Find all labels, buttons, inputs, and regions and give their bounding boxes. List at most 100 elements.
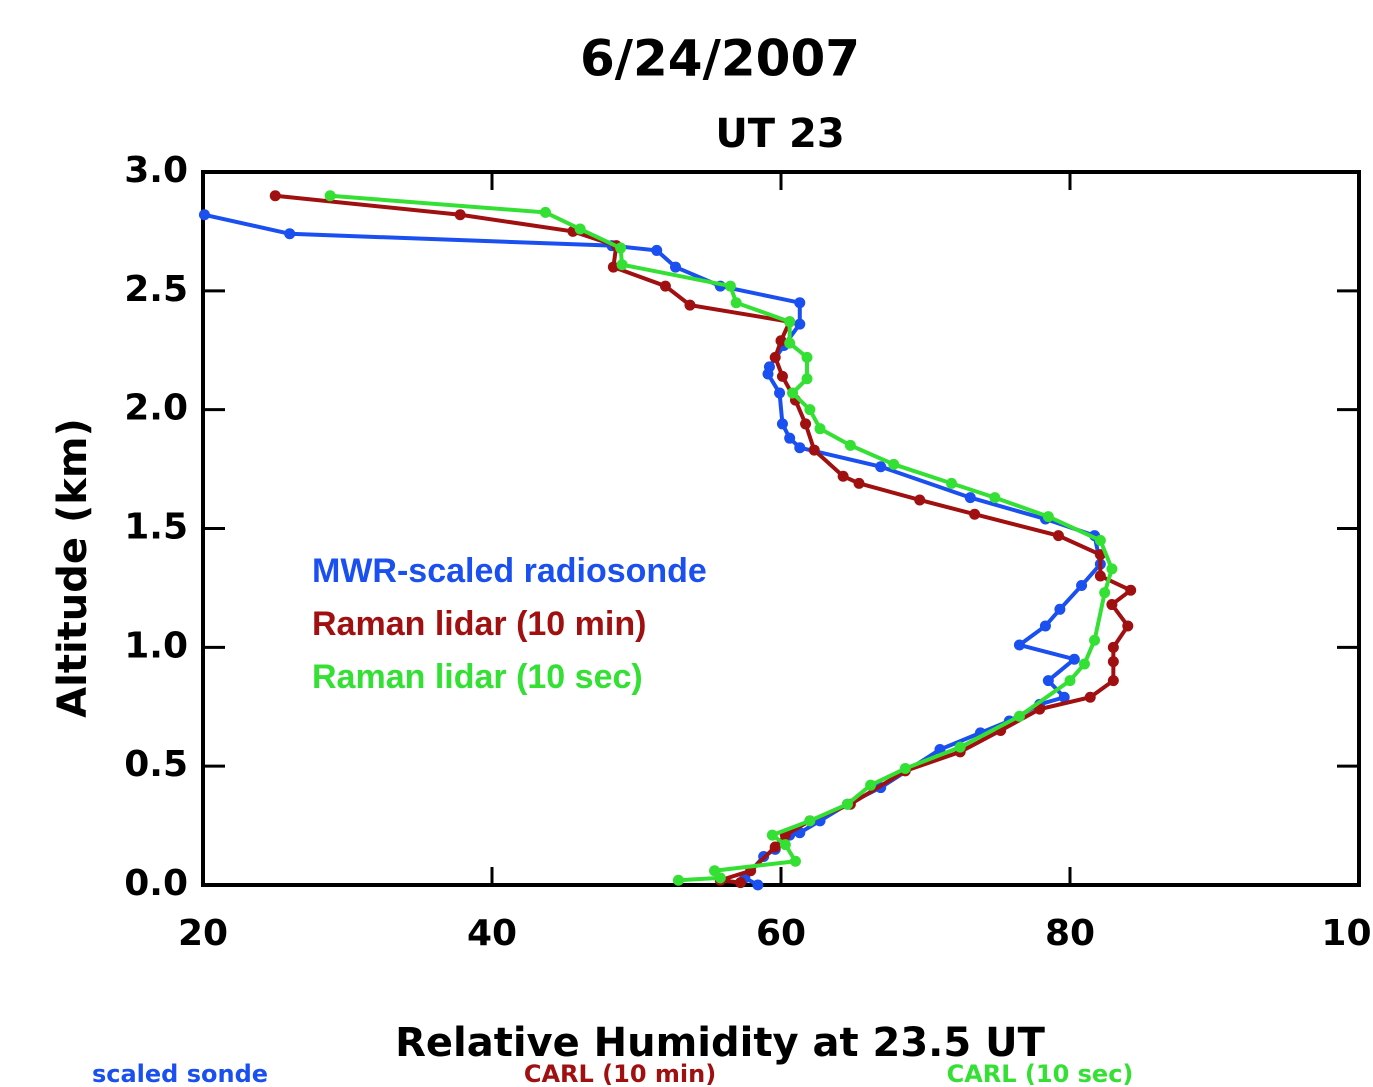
data-point xyxy=(853,477,865,489)
footer-label: scaled sonde xyxy=(92,1060,268,1087)
data-point xyxy=(198,209,210,221)
y-tick-label: 1.0 xyxy=(124,625,188,666)
data-point xyxy=(324,190,336,202)
y-tick-label: 1.5 xyxy=(124,507,188,548)
data-point xyxy=(875,461,887,473)
data-point xyxy=(1068,653,1080,665)
data-point xyxy=(1064,675,1076,687)
data-point xyxy=(1042,511,1054,523)
data-point xyxy=(779,839,791,851)
data-point xyxy=(1084,691,1096,703)
data-point xyxy=(724,280,736,292)
x-tick-label: 100 xyxy=(1321,913,1373,954)
data-point xyxy=(914,494,926,506)
data-point xyxy=(769,841,781,853)
data-point xyxy=(769,351,781,363)
data-point xyxy=(774,387,786,399)
data-point xyxy=(1078,658,1090,670)
data-point xyxy=(1094,570,1106,582)
footer-label: CARL (10 sec) xyxy=(947,1060,1134,1087)
data-point xyxy=(784,337,796,349)
data-point xyxy=(651,244,663,256)
data-point xyxy=(574,223,586,235)
data-point xyxy=(1094,534,1106,546)
data-point xyxy=(844,439,856,451)
data-point xyxy=(539,206,551,218)
data-point xyxy=(954,741,966,753)
data-point xyxy=(1125,584,1137,596)
data-point xyxy=(787,387,799,399)
data-point xyxy=(794,297,806,309)
data-point xyxy=(776,418,788,430)
data-point xyxy=(709,865,721,877)
x-axis-label: Relative Humidity at 23.5 UT xyxy=(395,1020,1046,1066)
data-point xyxy=(284,228,296,240)
y-tick-label: 2.5 xyxy=(124,269,188,310)
data-point xyxy=(888,458,900,470)
data-point xyxy=(1106,599,1118,611)
data-point xyxy=(1058,691,1070,703)
data-point xyxy=(1106,563,1118,575)
x-tick-label: 60 xyxy=(756,913,806,954)
data-point xyxy=(899,763,911,775)
data-point xyxy=(969,508,981,520)
data-point xyxy=(607,261,619,273)
series-line xyxy=(275,193,1135,885)
data-point xyxy=(1122,620,1134,632)
data-point xyxy=(1054,603,1066,615)
data-point xyxy=(789,855,801,867)
data-point xyxy=(735,877,747,889)
data-point xyxy=(1013,639,1025,651)
plot-frame xyxy=(201,170,1361,887)
legend-entry: Raman lidar (10 sec) xyxy=(312,658,643,696)
data-point xyxy=(775,335,787,347)
series-line xyxy=(330,193,1115,883)
y-axis-label: Altitude (km) xyxy=(50,418,96,718)
data-point xyxy=(801,373,813,385)
data-point xyxy=(1042,675,1054,687)
data-point xyxy=(841,798,853,810)
data-point xyxy=(684,299,696,311)
data-point xyxy=(730,297,742,309)
legend-entry: Raman lidar (10 min) xyxy=(312,605,646,643)
series-line xyxy=(204,212,1103,887)
y-tick-label: 2.0 xyxy=(124,388,188,429)
data-point xyxy=(1039,620,1051,632)
data-point xyxy=(808,444,820,456)
data-point xyxy=(616,259,628,271)
x-tick-label: 20 xyxy=(178,913,228,954)
data-point xyxy=(670,261,682,273)
data-point xyxy=(804,815,816,827)
x-tick-label: 40 xyxy=(467,913,517,954)
data-point xyxy=(615,242,627,254)
y-tick-label: 3.0 xyxy=(124,150,188,191)
data-point xyxy=(784,316,796,328)
data-point xyxy=(752,879,764,891)
data-point xyxy=(1013,710,1025,722)
data-point xyxy=(804,404,816,416)
data-point xyxy=(794,442,806,454)
data-point xyxy=(1089,634,1101,646)
chart-subtitle: UT 23 xyxy=(715,111,844,157)
chart-title: 6/24/2007 xyxy=(580,30,860,88)
x-tick-label: 80 xyxy=(1045,913,1095,954)
data-point xyxy=(659,280,671,292)
data-point xyxy=(784,432,796,444)
y-tick-label: 0.5 xyxy=(124,744,188,785)
data-point xyxy=(766,829,778,841)
footer-label: CARL (10 min) xyxy=(524,1060,716,1087)
data-point xyxy=(1052,530,1064,542)
data-point xyxy=(1107,656,1119,668)
data-point xyxy=(865,779,877,791)
legend-entry: MWR-scaled radiosonde xyxy=(312,552,707,590)
data-point xyxy=(1107,641,1119,653)
data-point xyxy=(454,209,466,221)
data-point xyxy=(1076,580,1088,592)
data-point xyxy=(837,470,849,482)
data-point xyxy=(776,370,788,382)
data-point xyxy=(763,361,775,373)
data-point xyxy=(964,492,976,504)
data-point xyxy=(1107,675,1119,687)
